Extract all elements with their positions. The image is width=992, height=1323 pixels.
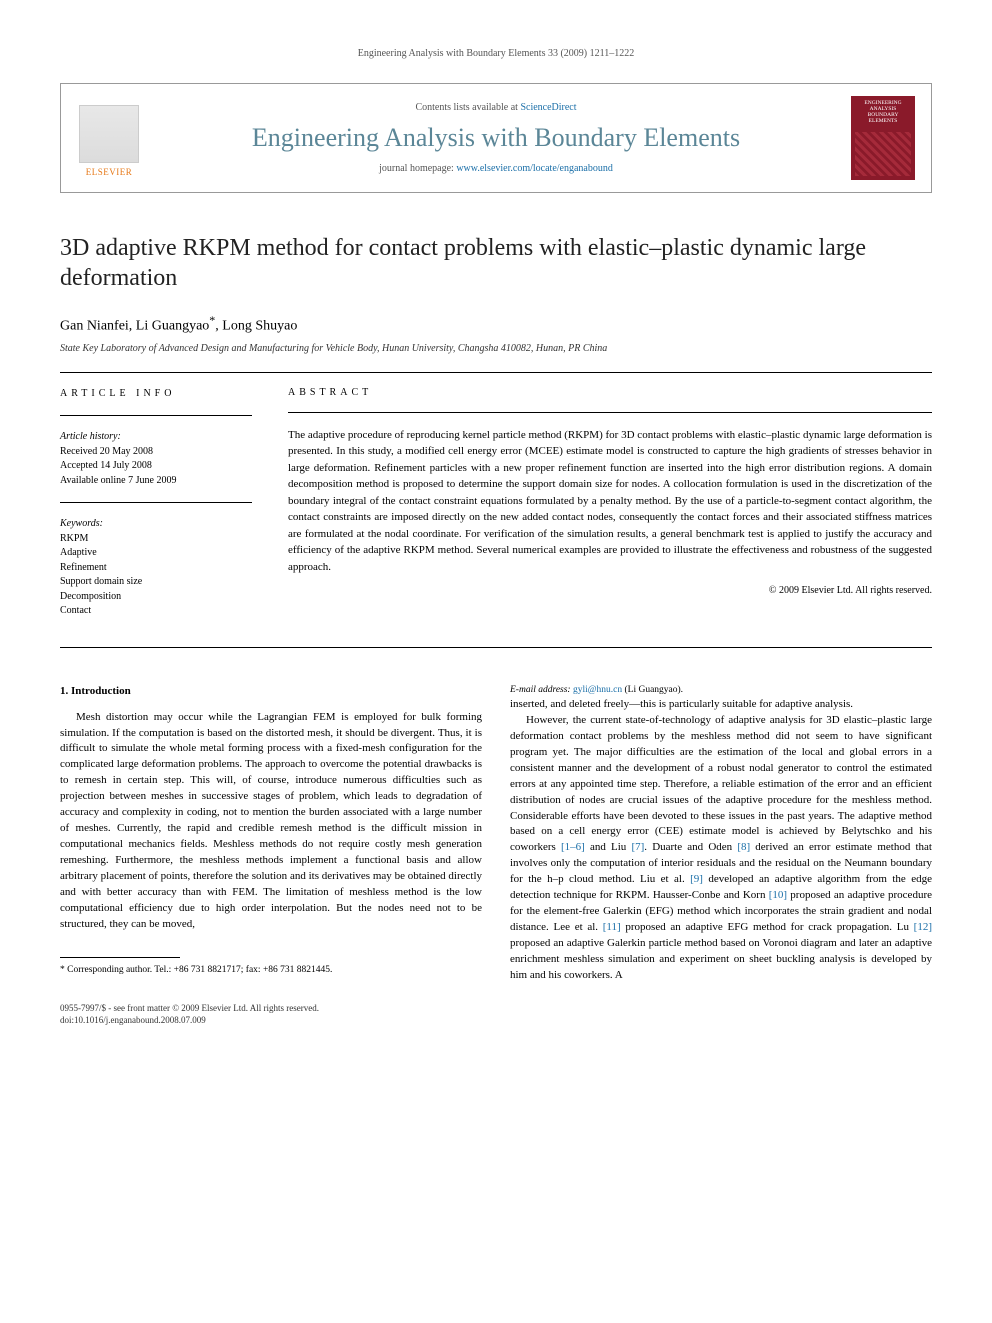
bottom-meta: 0955-7997/$ - see front matter © 2009 El… (60, 1002, 932, 1027)
sciencedirect-link[interactable]: ScienceDirect (520, 102, 576, 113)
email-tail: (Li Guangyao). (622, 685, 683, 695)
journal-cover-thumbnail: ENGINEERING ANALYSIS BOUNDARY ELEMENTS (851, 96, 915, 180)
article-info-heading: ARTICLE INFO (60, 387, 252, 402)
history-label: Article history: (60, 430, 252, 445)
homepage-link[interactable]: www.elsevier.com/locate/enganabound (456, 163, 613, 174)
article-info-column: ARTICLE INFO Article history: Received 2… (60, 387, 252, 633)
body-text-run: and Liu (585, 841, 632, 853)
authors-part1: Gan Nianfei, Li Guangyao (60, 319, 209, 334)
keyword-item: Contact (60, 604, 252, 619)
footnote-email-line: E-mail address: gyli@hnu.cn (Li Guangyao… (510, 684, 932, 697)
abstract-column: ABSTRACT The adaptive procedure of repro… (288, 387, 932, 633)
email-link[interactable]: gyli@hnu.cn (573, 685, 622, 695)
keywords-block: Keywords: RKPM Adaptive Refinement Suppo… (60, 517, 252, 619)
info-divider-1 (60, 415, 252, 416)
reference-link[interactable]: [12] (914, 921, 932, 933)
keywords-label: Keywords: (60, 517, 252, 532)
keyword-item: Refinement (60, 561, 252, 576)
masthead-center: Contents lists available at ScienceDirec… (155, 102, 837, 174)
reference-link[interactable]: [10] (769, 889, 787, 901)
email-label: E-mail address: (510, 685, 573, 695)
article-title: 3D adaptive RKPM method for contact prob… (60, 233, 932, 293)
info-divider-2 (60, 502, 252, 503)
abstract-heading: ABSTRACT (288, 387, 932, 398)
abstract-text: The adaptive procedure of reproducing ke… (288, 427, 932, 576)
footnote-separator (60, 957, 180, 958)
contents-prefix: Contents lists available at (415, 102, 520, 113)
doi-line: doi:10.1016/j.enganabound.2008.07.009 (60, 1014, 932, 1027)
publisher-name: ELSEVIER (86, 167, 133, 177)
journal-homepage-line: journal homepage: www.elsevier.com/locat… (155, 163, 837, 174)
journal-name: Engineering Analysis with Boundary Eleme… (155, 123, 837, 153)
body-paragraph: inserted, and deleted freely—this is par… (510, 697, 932, 713)
reference-link[interactable]: [8] (737, 841, 750, 853)
body-text-run: proposed an adaptive Galerkin particle m… (510, 937, 932, 981)
running-header: Engineering Analysis with Boundary Eleme… (60, 48, 932, 59)
body-text-run: However, the current state-of-technology… (510, 714, 932, 854)
reference-link[interactable]: [7] (631, 841, 644, 853)
publisher-logo: ELSEVIER (77, 99, 141, 177)
keyword-item: Adaptive (60, 546, 252, 561)
masthead: ELSEVIER Contents lists available at Sci… (60, 83, 932, 193)
author-list: Gan Nianfei, Li Guangyao*, Long Shuyao (60, 313, 932, 335)
elsevier-tree-icon (79, 105, 139, 163)
divider-mid (60, 647, 932, 648)
footnote-corr-line: * Corresponding author. Tel.: +86 731 88… (60, 964, 482, 977)
abstract-divider (288, 412, 932, 413)
keyword-item: RKPM (60, 532, 252, 547)
body-text: 1. Introduction Mesh distortion may occu… (60, 684, 932, 984)
affiliation: State Key Laboratory of Advanced Design … (60, 343, 932, 354)
reference-link[interactable]: [9] (690, 873, 703, 885)
history-online: Available online 7 June 2009 (60, 474, 252, 489)
divider-top (60, 372, 932, 373)
info-abstract-row: ARTICLE INFO Article history: Received 2… (60, 387, 932, 633)
keyword-item: Decomposition (60, 590, 252, 605)
reference-link[interactable]: [11] (603, 921, 621, 933)
history-accepted: Accepted 14 July 2008 (60, 459, 252, 474)
keyword-item: Support domain size (60, 575, 252, 590)
reference-link[interactable]: [1–6] (561, 841, 585, 853)
authors-part2: , Long Shuyao (215, 319, 297, 334)
contents-available-line: Contents lists available at ScienceDirec… (155, 102, 837, 113)
body-paragraph: Mesh distortion may occur while the Lagr… (60, 710, 482, 933)
abstract-copyright: © 2009 Elsevier Ltd. All rights reserved… (288, 585, 932, 596)
cover-graphic-icon (855, 132, 911, 176)
homepage-prefix: journal homepage: (379, 163, 456, 174)
body-paragraph: However, the current state-of-technology… (510, 713, 932, 984)
article-history-block: Article history: Received 20 May 2008 Ac… (60, 430, 252, 488)
body-text-run: . Duarte and Oden (644, 841, 737, 853)
cover-title: ENGINEERING ANALYSIS BOUNDARY ELEMENTS (855, 100, 911, 124)
body-text-run: proposed an adaptive EFG method for crac… (621, 921, 914, 933)
section-heading-introduction: 1. Introduction (60, 684, 482, 700)
history-received: Received 20 May 2008 (60, 445, 252, 460)
front-matter-line: 0955-7997/$ - see front matter © 2009 El… (60, 1002, 932, 1015)
